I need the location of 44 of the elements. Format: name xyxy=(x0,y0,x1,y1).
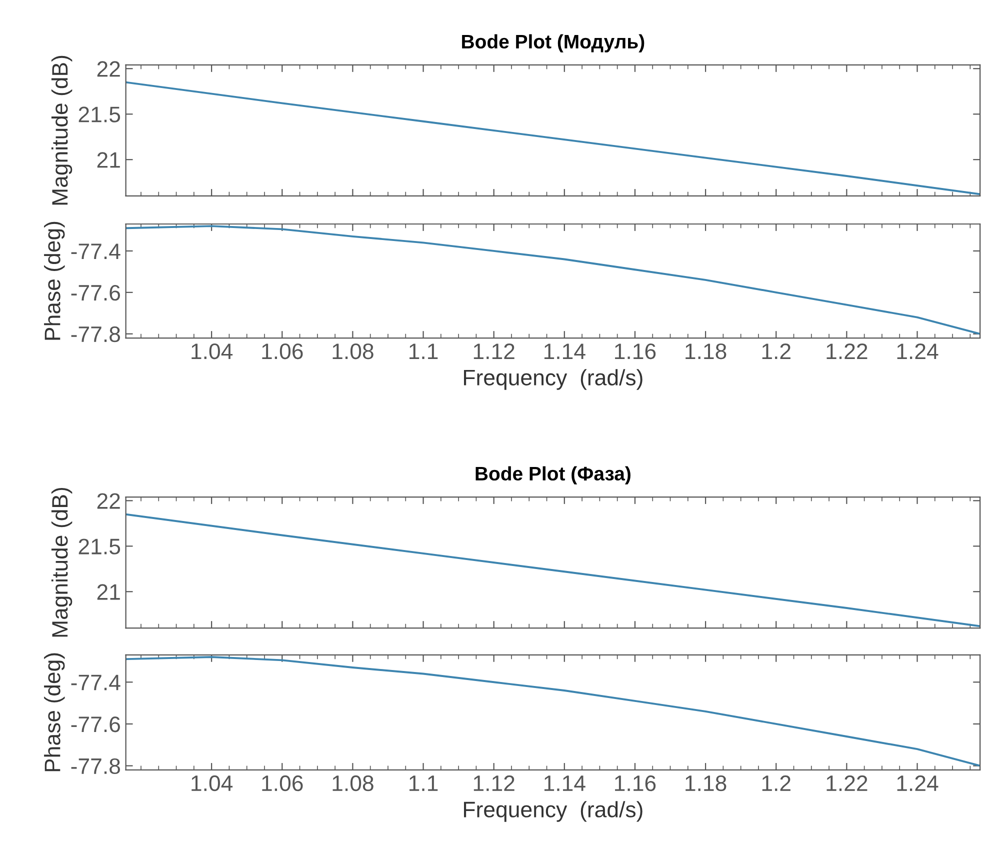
x-axis-title: Frequency (rad/s) xyxy=(464,369,642,390)
x-tick-label: 1.06 xyxy=(262,343,303,360)
chart-title: Bode Plot (Модуль) xyxy=(462,34,644,52)
chart-title: Bode Plot (Фаза) xyxy=(476,466,630,484)
x-tick-label: 1.12 xyxy=(474,775,514,791)
x-tick-label: 1.04 xyxy=(192,343,233,360)
x-tick-label: 1.12 xyxy=(474,343,514,359)
x-tick-label: 1.04 xyxy=(192,775,233,792)
y-tick-label: -77.4 xyxy=(71,674,120,690)
x-tick-label: 1.14 xyxy=(544,776,586,791)
x-tick-label: 1.14 xyxy=(544,344,586,359)
y-tick-label: 21.5 xyxy=(78,538,120,554)
x-axis-title: Frequency (rad/s) xyxy=(464,801,642,822)
x-tick-label: 1.1 xyxy=(410,776,438,791)
y-axis-title: Magnitude (dB) xyxy=(51,488,72,637)
x-tick-label: 1.06 xyxy=(262,775,303,792)
y-tick-label: -77.4 xyxy=(71,244,120,260)
y-axis-title: Phase (deg) xyxy=(44,222,65,340)
x-tick-label: 1.18 xyxy=(686,775,726,792)
x-tick-label: 1.22 xyxy=(826,343,868,359)
x-tick-label: 1.24 xyxy=(897,343,938,359)
x-tick-label: 1.08 xyxy=(332,775,374,792)
line-series xyxy=(126,656,980,767)
x-tick-label: 1.1 xyxy=(410,344,438,359)
x-tick-label: 1.22 xyxy=(826,775,868,791)
x-tick-label: 1.2 xyxy=(762,343,790,359)
x-tick-label: 1.16 xyxy=(615,343,656,360)
x-tick-label: 1.18 xyxy=(686,343,726,360)
y-tick-label: 21.5 xyxy=(78,106,120,122)
line-series xyxy=(126,225,980,335)
y-tick-label: -77.8 xyxy=(71,326,120,342)
y-tick-label: 22 xyxy=(97,61,120,77)
y-tick-label: 21 xyxy=(97,152,120,168)
y-tick-label: 21 xyxy=(97,584,120,600)
y-tick-label: -77.6 xyxy=(71,716,120,732)
x-tick-label: 1.24 xyxy=(897,775,938,791)
x-tick-label: 1.16 xyxy=(615,775,656,792)
y-axis-title: Magnitude (dB) xyxy=(51,56,72,205)
y-tick-label: -77.8 xyxy=(71,758,120,774)
x-tick-label: 1.2 xyxy=(762,775,790,791)
y-tick-label: -77.6 xyxy=(71,284,120,301)
y-tick-label: 22 xyxy=(97,493,120,509)
x-tick-label: 1.08 xyxy=(332,343,374,360)
y-axis-title: Phase (deg) xyxy=(44,653,65,772)
